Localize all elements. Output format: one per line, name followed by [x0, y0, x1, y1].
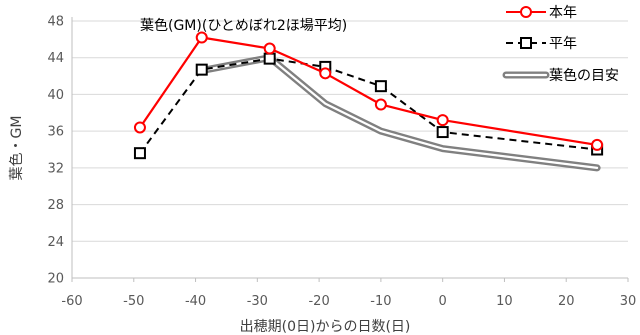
y-tick-label: 28 — [47, 198, 64, 213]
y-tick-label: 40 — [47, 88, 64, 103]
legend-label: 平年 — [549, 36, 577, 52]
data-point — [438, 127, 448, 137]
data-point — [197, 33, 207, 43]
legend-marker — [521, 38, 531, 48]
data-point — [376, 81, 386, 91]
x-tick-label: 20 — [558, 294, 575, 309]
y-tick-labels: 20 24 28 32 36 40 44 48 — [47, 15, 64, 287]
data-point — [265, 54, 275, 64]
x-tick-label: -30 — [247, 294, 268, 309]
y-tick-label: 20 — [47, 272, 64, 287]
data-point — [135, 148, 145, 158]
y-tick-label: 32 — [47, 161, 64, 176]
x-tick-label: 30 — [620, 294, 637, 309]
data-point — [438, 115, 448, 125]
x-tick-label: -50 — [123, 294, 144, 309]
x-tick-label: -10 — [370, 294, 391, 309]
x-tick-label: 0 — [439, 294, 447, 309]
x-axis-title: 出穂期(0日)からの日数(日) — [240, 319, 411, 335]
legend-label: 本年 — [549, 5, 577, 21]
axes — [72, 17, 628, 282]
legend-marker — [521, 7, 531, 17]
legend-item: 葉色の目安 — [506, 67, 619, 84]
chart-title: 葉色(GM)(ひとめぼれ2ほ場平均) — [140, 17, 347, 34]
series-normal-year — [135, 54, 602, 159]
data-series — [135, 33, 602, 168]
data-point — [197, 65, 207, 75]
x-tick-label: -20 — [308, 294, 329, 309]
x-tick-label: 10 — [496, 294, 513, 309]
data-point — [320, 68, 330, 78]
y-tick-label: 36 — [47, 125, 64, 140]
y-axis-title: 葉色・GM — [8, 116, 25, 181]
legend-item: 本年 — [506, 5, 577, 21]
x-tick-label: -40 — [185, 294, 206, 309]
y-tick-label: 48 — [47, 15, 64, 30]
data-point — [265, 44, 275, 54]
x-tick-labels: -60 -50 -40 -30 -20 -10 0 10 20 30 — [61, 294, 636, 309]
data-point — [376, 100, 386, 110]
data-point — [135, 122, 145, 132]
legend-item: 平年 — [506, 36, 577, 52]
series-this-year — [135, 33, 602, 150]
legend-label: 葉色の目安 — [549, 67, 619, 84]
y-tick-label: 44 — [47, 51, 64, 66]
y-tick-label: 24 — [47, 235, 64, 250]
data-point — [592, 140, 602, 150]
x-tick-label: -60 — [61, 294, 82, 309]
